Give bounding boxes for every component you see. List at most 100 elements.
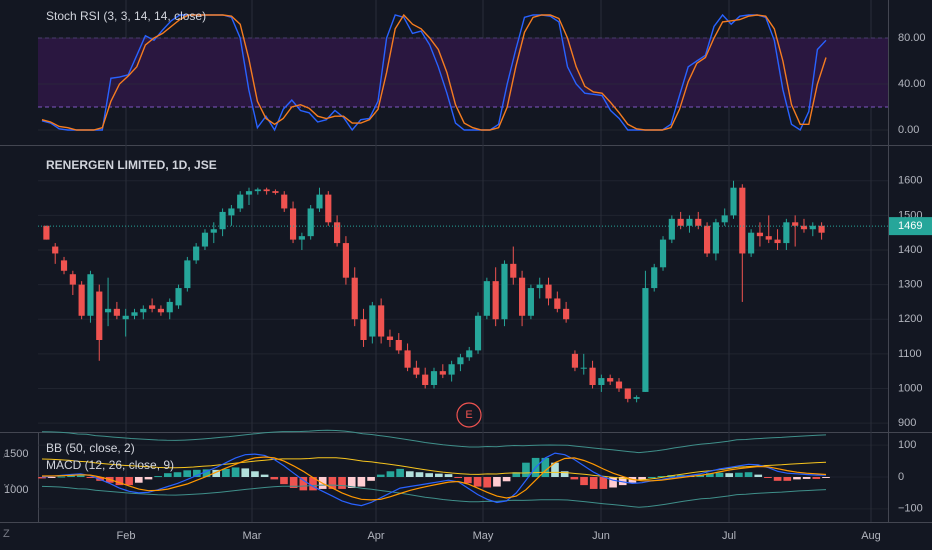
candle-body [792, 222, 799, 226]
macd-histogram-bar [270, 477, 279, 480]
macd-histogram-bar [67, 475, 75, 477]
macd-histogram-bar [473, 477, 482, 487]
candle-body [765, 236, 772, 240]
candle-body [712, 222, 719, 254]
stoch-rsi-legend[interactable]: Stoch RSI (3, 3, 14, 14, close) [46, 9, 207, 23]
symbol-legend[interactable]: RENERGEN LIMITED, 1D, JSE [46, 158, 217, 172]
macd-histogram-bar [764, 477, 772, 478]
candle-body [633, 397, 640, 399]
macd-histogram-bar [464, 477, 472, 484]
candle-body [677, 218, 684, 226]
macd-histogram-bar [522, 462, 530, 477]
macd-histogram-bar [541, 457, 550, 477]
macd-histogram-bar [260, 474, 269, 477]
macd-histogram-bar [396, 468, 404, 477]
macd-histogram-bar [299, 477, 308, 491]
candle-body [60, 260, 68, 271]
candle-body [298, 236, 305, 240]
macd-legend[interactable]: MACD (12, 26, close, 9) [46, 458, 175, 472]
bb-lower-line [41, 484, 827, 508]
candle-body [554, 298, 561, 309]
macd-histogram-bar [435, 473, 443, 477]
macd-histogram-bar [783, 477, 792, 481]
candle-body [263, 189, 270, 192]
candle-body [351, 277, 358, 320]
macd-histogram-bar [773, 477, 782, 481]
candle-body [166, 301, 173, 313]
macd-histogram-bar [706, 473, 714, 477]
candle-body [800, 225, 808, 230]
z-axis-button[interactable]: Z [3, 528, 10, 540]
macd-histogram-bar [599, 477, 608, 489]
macd-histogram-bar [154, 476, 162, 478]
macd-histogram-bar [47, 477, 56, 478]
candle-body [686, 218, 693, 226]
candle-body [228, 208, 235, 216]
stoch-band-fill [38, 38, 888, 107]
price-axis-tick: 1200 [898, 313, 922, 325]
macd-histogram-bar [715, 472, 724, 477]
macd-histogram-bar [183, 470, 192, 477]
macd-histogram-bar [376, 474, 385, 477]
price-axis-tick: 1100 [898, 348, 922, 360]
candle-body [466, 350, 473, 358]
price-axis-tick: 1300 [898, 279, 922, 291]
candle-body [149, 305, 156, 309]
macd-histogram-bar [802, 477, 811, 479]
candle-body [87, 274, 94, 316]
candle-body [360, 319, 367, 340]
candle-body [695, 218, 702, 226]
candle-body [404, 350, 411, 368]
macd-histogram-bar [347, 477, 356, 488]
macd-histogram-bar [386, 471, 395, 477]
macd-histogram-bar [638, 477, 646, 480]
macd-histogram-bar [454, 477, 463, 478]
candle-body [615, 381, 623, 389]
macd-histogram-bar [280, 477, 288, 485]
price-axis-tick: 1600 [898, 175, 922, 187]
time-axis-label: Apr [367, 530, 384, 542]
candle-body [219, 211, 226, 230]
last-price-label: 1469 [898, 220, 922, 232]
macd-histogram-bar [76, 475, 85, 477]
candle-body [510, 263, 517, 278]
tool-icon-2[interactable]: ⋯ [3, 479, 14, 491]
macd-histogram-bar [405, 471, 414, 477]
tool-icon-1[interactable]: ⌕ [3, 449, 10, 461]
candle-body [448, 364, 455, 375]
candle-body [774, 239, 781, 244]
candle-body [668, 218, 675, 240]
time-axis-label: May [473, 530, 494, 542]
earnings-marker-label: E [465, 409, 472, 421]
candle-body [730, 187, 737, 216]
bb-legend[interactable]: BB (50, close, 2) [46, 441, 135, 455]
macd-histogram-bar [512, 472, 521, 477]
macd-histogram-bar [193, 469, 201, 477]
macd-histogram-bar [415, 472, 424, 477]
candle-body [659, 239, 667, 268]
candle-body [78, 284, 85, 316]
candle-body [580, 367, 587, 369]
candle-body [563, 308, 570, 320]
candle-body [809, 225, 816, 230]
macd-histogram-bar [493, 477, 501, 487]
macd-histogram-bar [793, 477, 801, 480]
candle-body [325, 194, 332, 223]
bb-upper-line [41, 429, 827, 454]
candle-body [642, 288, 649, 392]
price-axis-tick: 1400 [898, 244, 922, 256]
candle-body [140, 308, 147, 313]
macd-histogram-bar [173, 472, 182, 477]
macd-histogram-bar [251, 471, 259, 477]
candle-body [430, 371, 438, 385]
candle-body [818, 225, 825, 233]
macd-histogram-bar [647, 477, 656, 478]
candle-body [422, 374, 429, 385]
macd-histogram-bar [309, 477, 317, 491]
stoch-axis-tick: 0.00 [898, 124, 919, 136]
stoch-axis-tick: 80.00 [898, 32, 926, 44]
candle-body [457, 357, 464, 365]
time-axis-label: Jul [722, 530, 736, 542]
candle-body [289, 208, 297, 240]
macd-histogram-bar [425, 473, 433, 477]
